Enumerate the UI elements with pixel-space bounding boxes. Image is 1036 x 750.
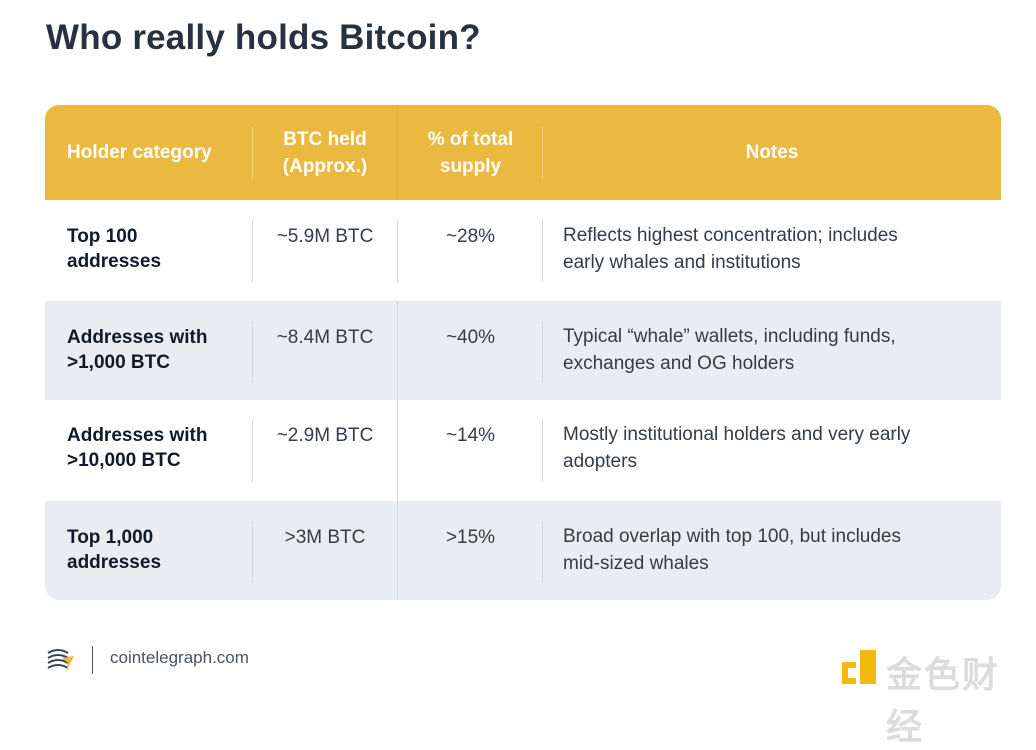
- header-notes: Notes: [745, 142, 799, 163]
- row-category-line1: Top 100: [67, 226, 138, 247]
- header-pct-supply: % of total supply: [398, 105, 543, 200]
- header-pct-supply-line2: supply: [439, 155, 502, 177]
- header-holder-category: Holder category: [67, 142, 212, 163]
- row-notes-line1: Typical “whale” wallets, including funds…: [563, 326, 896, 347]
- row-category-line2: >10,000 BTC: [67, 450, 181, 471]
- column-divider: [397, 301, 398, 400]
- row-pct-supply: ~28%: [445, 226, 496, 247]
- header-btc-held-line2: (Approx.): [282, 155, 368, 177]
- row-notes-line1: Reflects highest concentration; includes: [563, 225, 898, 246]
- row-pct-supply: ~14%: [445, 425, 496, 446]
- row-category-line2: >1,000 BTC: [67, 352, 170, 373]
- column-divider: [397, 501, 398, 600]
- column-divider: [252, 321, 253, 383]
- column-divider: [252, 420, 253, 482]
- row-notes-line1: Mostly institutional holders and very ea…: [563, 424, 911, 445]
- column-divider: [252, 220, 253, 282]
- column-divider: [542, 521, 543, 583]
- row-btc-held: ~2.9M BTC: [276, 425, 374, 446]
- row-pct-supply: ~40%: [445, 327, 496, 348]
- header-btc-held: BTC held (Approx.): [252, 105, 398, 200]
- column-divider: [252, 521, 253, 583]
- column-divider: [397, 400, 398, 501]
- row-notes-line1: Broad overlap with top 100, but includes: [563, 526, 901, 547]
- row-category-line1: Addresses with: [67, 327, 208, 348]
- row-notes: Reflects highest concentration; includes…: [563, 222, 983, 276]
- row-notes: Mostly institutional holders and very ea…: [563, 421, 983, 475]
- table-row: Top 1,000 addresses >3M BTC >15% Broad o…: [45, 501, 1001, 600]
- table-row: Top 100 addresses ~5.9M BTC ~28% Reflect…: [45, 200, 1001, 301]
- table-row: Addresses with >1,000 BTC ~8.4M BTC ~40%…: [45, 301, 1001, 400]
- row-notes-line2: mid-sized whales: [563, 553, 709, 574]
- header-btc-held-line1: BTC held: [283, 128, 367, 150]
- row-category-line1: Top 1,000: [67, 527, 154, 548]
- row-category: Addresses with >10,000 BTC: [67, 423, 247, 473]
- column-divider: [542, 420, 543, 482]
- page-title: Who really holds Bitcoin?: [46, 18, 481, 57]
- row-btc-held: ~5.9M BTC: [276, 226, 374, 247]
- watermark-text: 金色财经: [886, 655, 1001, 748]
- row-notes-line2: adopters: [563, 451, 637, 472]
- row-category-line1: Addresses with: [67, 425, 208, 446]
- table-header: Holder category BTC held (Approx.) % of t…: [45, 105, 1001, 200]
- row-category-line2: addresses: [67, 552, 162, 573]
- footer-site-link[interactable]: cointelegraph.com: [110, 648, 249, 667]
- row-btc-held: >3M BTC: [284, 527, 366, 548]
- footer-divider: [92, 646, 93, 674]
- row-notes-line2: exchanges and OG holders: [563, 353, 795, 374]
- row-btc-held: ~8.4M BTC: [276, 327, 374, 348]
- header-divider: [397, 105, 398, 200]
- row-category: Top 1,000 addresses: [67, 525, 247, 575]
- row-notes-line2: early whales and institutions: [563, 252, 801, 273]
- holders-table: Holder category BTC held (Approx.) % of t…: [45, 105, 1001, 600]
- header-divider: [542, 127, 543, 179]
- row-category: Top 100 addresses: [67, 224, 247, 274]
- row-notes: Broad overlap with top 100, but includes…: [563, 523, 983, 577]
- jinse-logo-icon: [842, 650, 876, 684]
- table-row: Addresses with >10,000 BTC ~2.9M BTC ~14…: [45, 400, 1001, 501]
- column-divider: [542, 220, 543, 282]
- row-pct-supply: >15%: [445, 527, 496, 548]
- header-divider: [252, 127, 253, 179]
- row-category-line2: addresses: [67, 251, 162, 272]
- cointelegraph-logo-icon: [47, 649, 74, 672]
- column-divider: [542, 321, 543, 383]
- header-pct-supply-line1: % of total: [427, 128, 514, 150]
- column-divider: [397, 220, 398, 282]
- row-category: Addresses with >1,000 BTC: [67, 325, 247, 375]
- row-notes: Typical “whale” wallets, including funds…: [563, 323, 983, 377]
